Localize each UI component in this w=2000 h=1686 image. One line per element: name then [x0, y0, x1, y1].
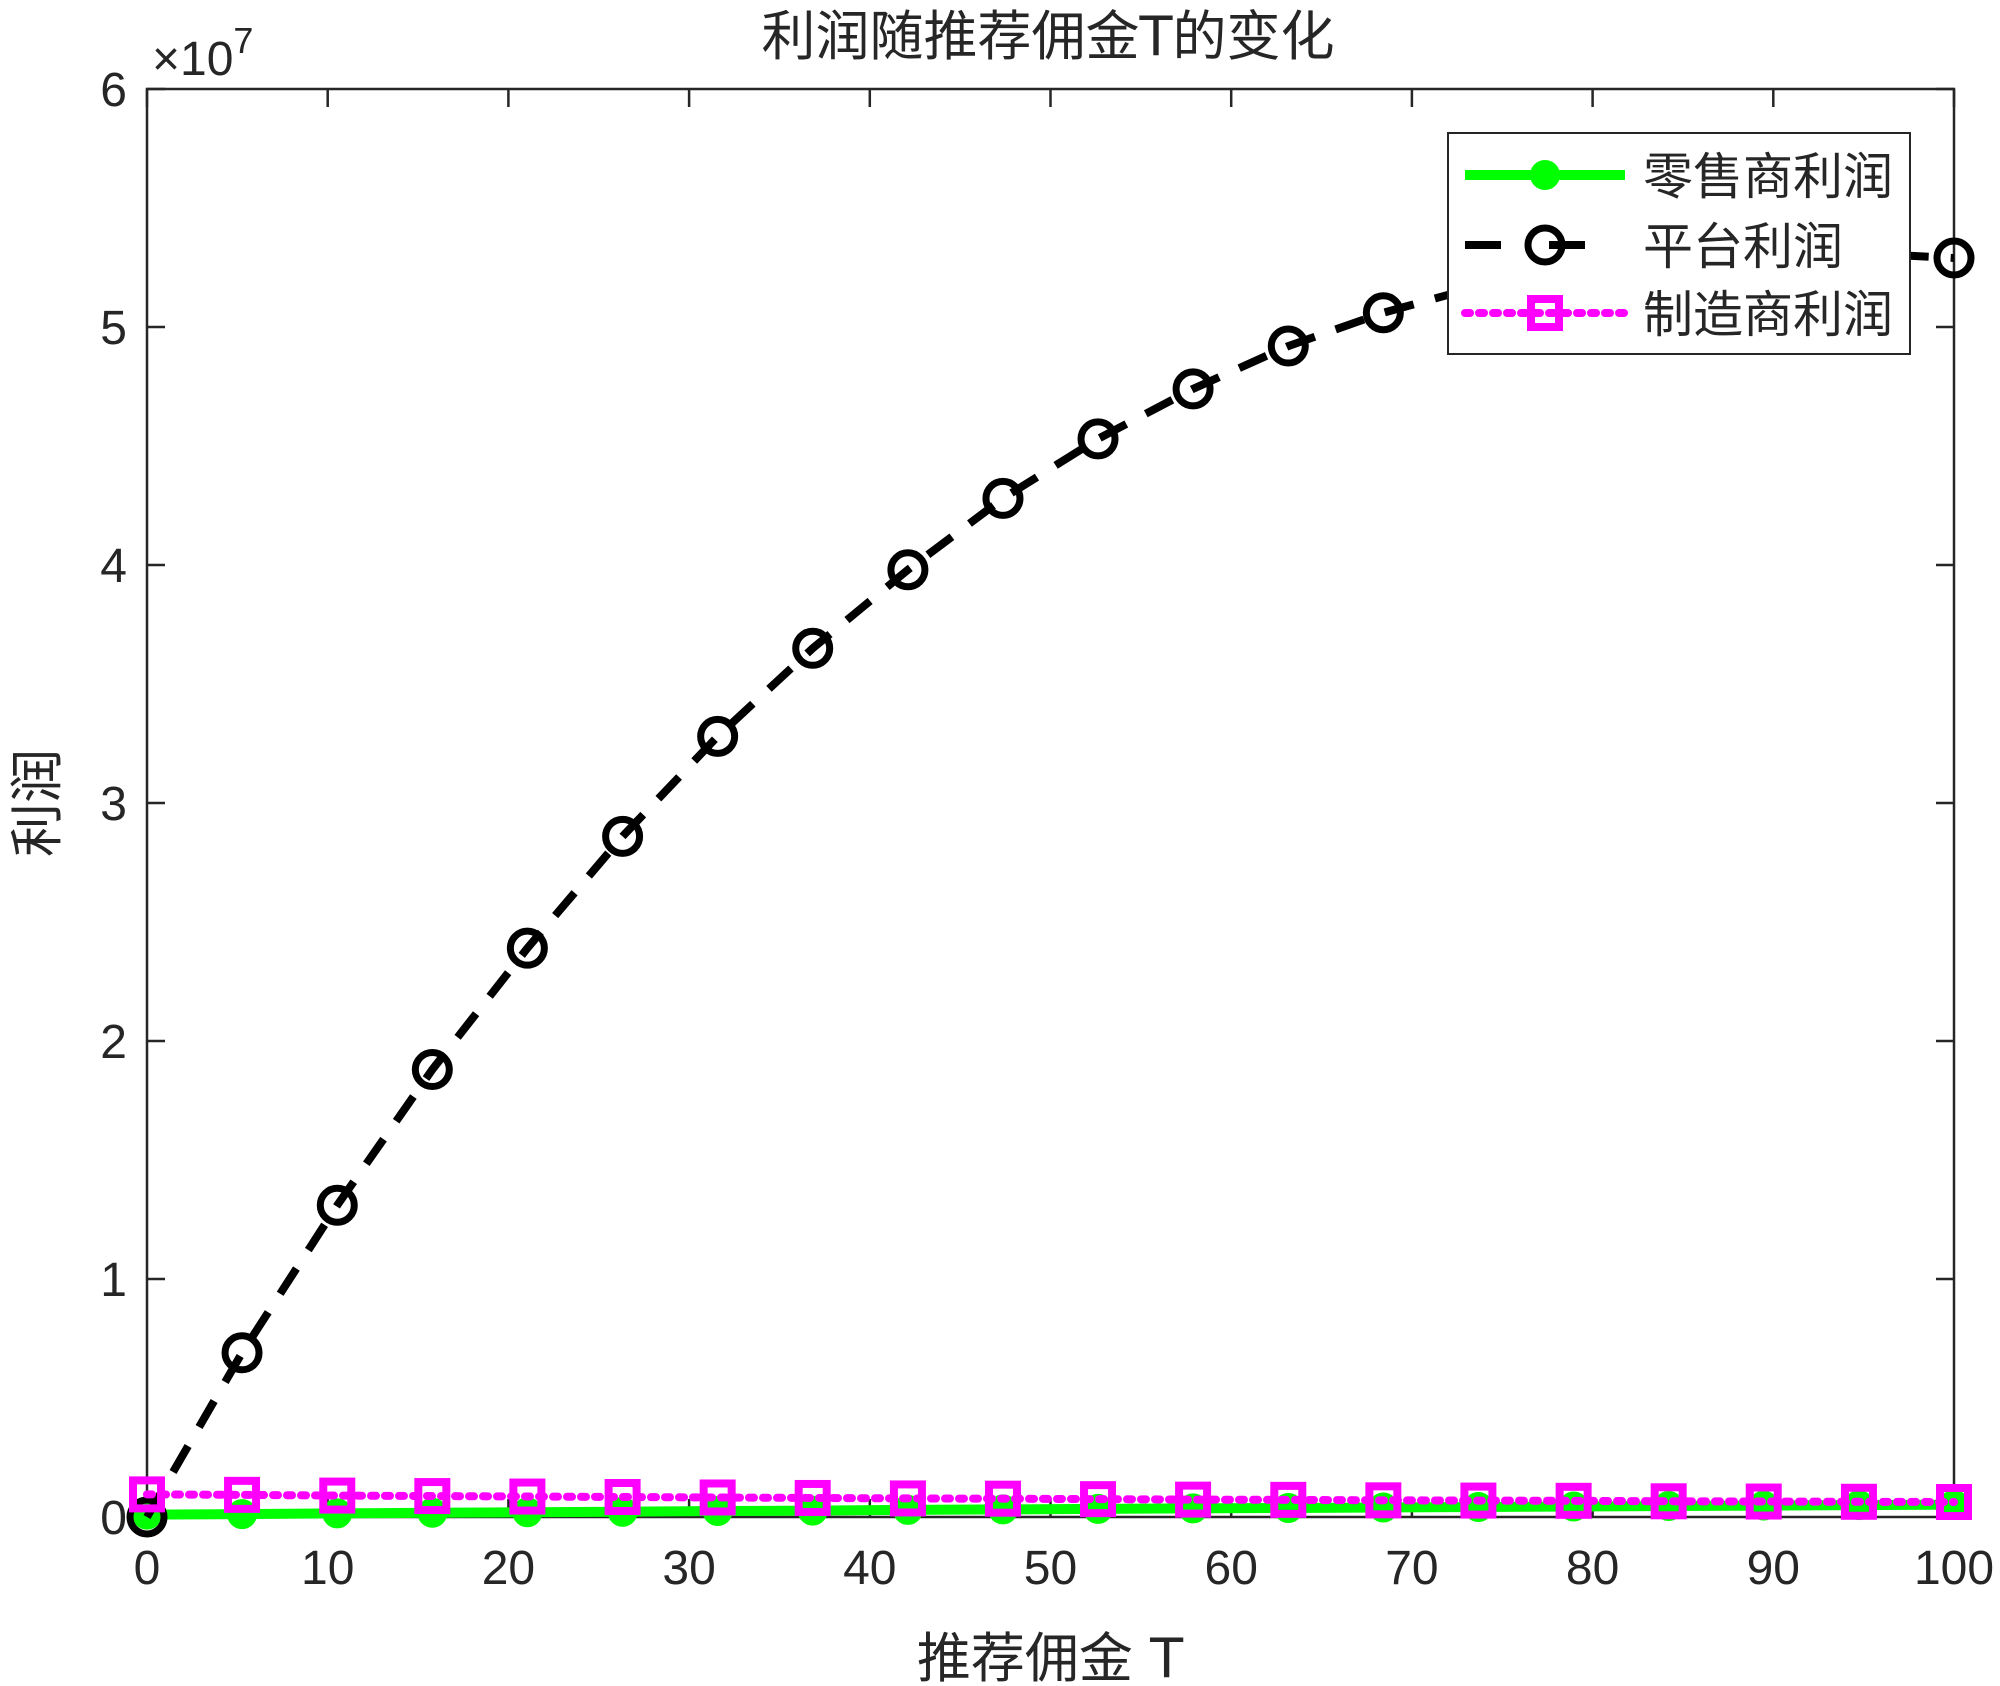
x-tick-label: 30	[662, 1542, 715, 1595]
series-point	[1555, 1482, 1592, 1519]
series-point	[1080, 1481, 1117, 1518]
x-tick-label: 60	[1205, 1542, 1258, 1595]
legend-marker	[1530, 160, 1560, 190]
series-point	[1460, 1482, 1497, 1519]
series-point	[509, 1478, 546, 1515]
x-tick-label: 10	[301, 1542, 354, 1595]
series-point	[792, 627, 834, 669]
series-point	[506, 927, 548, 969]
series-point	[1077, 418, 1119, 460]
legend-label: 零售商利润	[1643, 148, 1893, 206]
legend-label: 平台利润	[1643, 218, 1843, 276]
series-point	[414, 1478, 451, 1515]
y-axis-label: 利润	[6, 749, 69, 857]
series-point	[1936, 1484, 1972, 1521]
series-point	[1365, 1482, 1402, 1519]
series-point	[227, 1499, 258, 1530]
series-point	[316, 1184, 358, 1226]
series-point	[887, 549, 929, 591]
series-point	[1745, 1483, 1782, 1520]
x-tick-label: 50	[1024, 1542, 1077, 1595]
series-point	[602, 815, 644, 857]
x-tick-label: 0	[134, 1542, 161, 1595]
y-tick-label: 5	[100, 302, 127, 355]
y-tick-label: 0	[100, 1492, 127, 1545]
series-point	[129, 1476, 165, 1513]
y-tick-label: 6	[100, 64, 127, 117]
series-point	[794, 1479, 831, 1516]
series-point	[1175, 1481, 1212, 1518]
y-exponent-label: ×107	[152, 20, 253, 86]
x-axis-label: 推荐佣金 T	[917, 1627, 1184, 1686]
legend-label: 制造商利润	[1643, 286, 1893, 344]
x-tick-label: 90	[1747, 1542, 1800, 1595]
y-tick-label: 2	[100, 1016, 127, 1069]
series-point	[1267, 325, 1309, 367]
series-point	[982, 477, 1024, 519]
series-point	[411, 1049, 453, 1091]
series-point	[1172, 368, 1214, 410]
series-point	[1840, 1483, 1877, 1520]
x-tick-label: 40	[843, 1542, 896, 1595]
series-point	[1362, 292, 1404, 334]
x-tick-label: 20	[482, 1542, 535, 1595]
series-point	[221, 1332, 263, 1374]
chart-title: 利润随推荐佣金T的变化	[762, 5, 1335, 68]
series-point	[1933, 237, 1975, 279]
series-point	[126, 1496, 168, 1538]
series-point	[319, 1477, 356, 1514]
y-exponent-base: ×10	[152, 33, 233, 86]
y-tick-label: 1	[100, 1254, 127, 1307]
series-point	[224, 1476, 261, 1513]
series-3	[129, 1476, 1972, 1521]
legend-marker	[1524, 224, 1566, 266]
legend-marker	[1527, 295, 1563, 331]
x-tick-label: 100	[1914, 1542, 1994, 1595]
series-point	[1650, 1483, 1687, 1520]
axis-ticks: 0 10 20 30 40 50 60 70 80 90 100 0 1 2 3 4 5 6	[100, 64, 1994, 1595]
series-point	[697, 715, 739, 757]
series-point	[889, 1480, 926, 1517]
x-tick-label: 70	[1385, 1542, 1438, 1595]
y-tick-label: 3	[100, 778, 127, 831]
series-point	[984, 1480, 1021, 1517]
y-exponent-power: 7	[233, 20, 253, 61]
series-point	[1270, 1481, 1307, 1518]
x-tick-label: 80	[1566, 1542, 1619, 1595]
y-tick-label: 4	[100, 540, 127, 593]
series-point	[699, 1479, 736, 1516]
series-point	[604, 1479, 641, 1516]
